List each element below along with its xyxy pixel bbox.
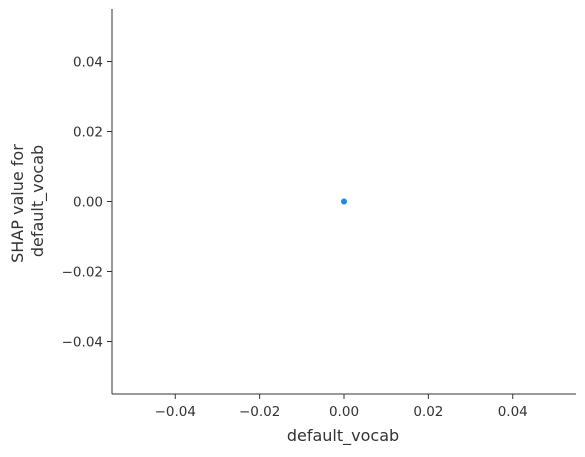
y-tick-label: −0.02 [62, 265, 103, 281]
x-tick-label: 0.02 [413, 404, 443, 420]
y-axis-label: SHAP value for default_vocab [8, 139, 48, 263]
y-axis-label-line-1: SHAP value for [8, 144, 27, 263]
y-axis-label-line-2: default_vocab [28, 145, 48, 257]
x-tick-label: −0.04 [155, 404, 196, 420]
x-axis-label: default_vocab [287, 426, 399, 446]
y-tick-label: 0.00 [73, 195, 103, 211]
y-tick-label: 0.02 [73, 125, 103, 141]
x-tick-label: −0.02 [239, 404, 280, 420]
data-point [341, 198, 347, 205]
x-tick-label: 0.00 [329, 404, 359, 420]
y-tick-label: 0.04 [73, 55, 103, 71]
data-points [341, 198, 347, 205]
y-tick-label: −0.04 [62, 335, 103, 351]
ticks: −0.04 −0.02 0.00 0.02 0.04 −0.04 −0.02 0.00 0.02… [62, 55, 528, 421]
x-tick-label: 0.04 [498, 404, 528, 420]
